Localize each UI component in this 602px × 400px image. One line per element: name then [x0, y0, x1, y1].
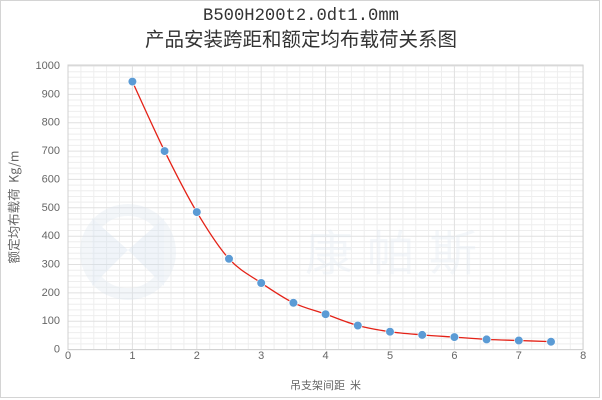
svg-text:1000: 1000: [36, 60, 60, 72]
svg-text:600: 600: [42, 173, 60, 185]
svg-text:300: 300: [42, 259, 60, 271]
svg-text:100: 100: [42, 315, 60, 327]
svg-text:0: 0: [54, 344, 60, 356]
svg-text:8: 8: [580, 350, 586, 362]
svg-text:800: 800: [42, 117, 60, 129]
svg-text:200: 200: [42, 287, 60, 299]
svg-text:5: 5: [387, 350, 393, 362]
svg-text:900: 900: [42, 88, 60, 100]
svg-text:康帕斯: 康帕斯: [305, 214, 491, 284]
svg-text:1: 1: [129, 350, 135, 362]
svg-text:6: 6: [451, 350, 457, 362]
svg-text:700: 700: [42, 145, 60, 157]
svg-text:2: 2: [194, 350, 200, 362]
svg-text:500: 500: [42, 202, 60, 214]
svg-text:400: 400: [42, 230, 60, 242]
svg-text:7: 7: [516, 350, 522, 362]
svg-text:3: 3: [258, 350, 264, 362]
svg-text:4: 4: [323, 350, 329, 362]
svg-text:0: 0: [65, 350, 71, 362]
